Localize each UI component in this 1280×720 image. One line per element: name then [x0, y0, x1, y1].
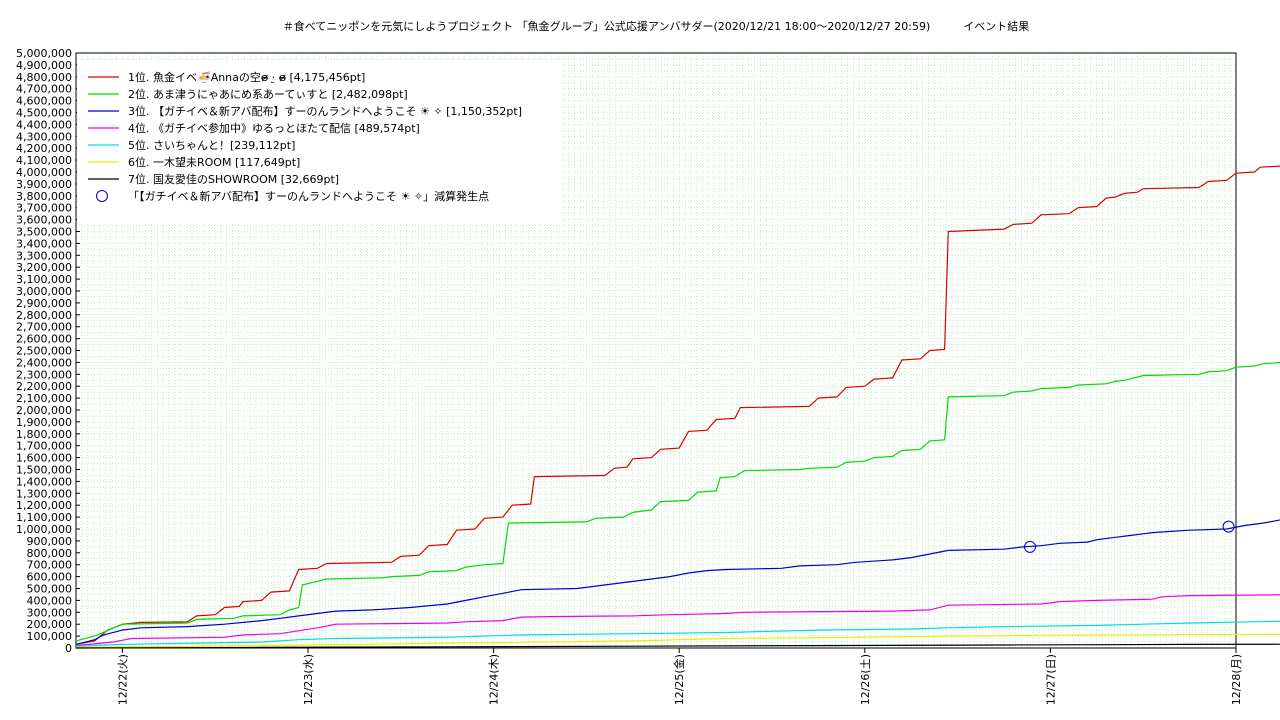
y-tick-label: 3,200,000 — [16, 261, 72, 274]
series-line — [75, 633, 1280, 648]
y-tick-label: 4,100,000 — [16, 154, 72, 167]
y-tick-label: 2,800,000 — [16, 309, 72, 322]
y-tick-label: 2,500,000 — [16, 345, 72, 358]
y-tick-label: 700,000 — [27, 559, 73, 572]
legend-box — [77, 62, 560, 222]
y-tick-label: 1,800,000 — [16, 428, 72, 441]
legend-label: 3位. 【ガチイベ＆新アバ配布】すーのんランドへようこそ ☀ ✧ [1,150,… — [128, 104, 522, 118]
chart-title: ＃食べてニッポンを元気にしようプロジェクト 「魚金グループ」公式応援アンバサダー… — [283, 19, 1030, 33]
y-tick-label: 3,300,000 — [16, 249, 72, 262]
y-tick-label: 300,000 — [27, 606, 73, 619]
y-tick-label: 3,600,000 — [16, 214, 72, 227]
y-tick-label: 1,600,000 — [16, 452, 72, 465]
legend-label: 1位. 魚金イベ🍜Annaの空ɞ̴̶̷ ·̮ ɞ̴̶̷ [4,175,456pt… — [128, 70, 365, 84]
y-tick-label: 2,600,000 — [16, 333, 72, 346]
y-tick-label: 2,700,000 — [16, 321, 72, 334]
y-tick-label: 1,000,000 — [16, 523, 72, 536]
chart-axes: 0100,000200,000300,000400,000500,000600,… — [16, 47, 1243, 705]
series-line — [75, 361, 1280, 642]
y-tick-label: 2,200,000 — [16, 380, 72, 393]
y-tick-label: 500,000 — [27, 583, 73, 596]
x-tick-label: 12/22(火) — [116, 654, 129, 705]
legend-label: 7位. 国友愛佳のSHOWROOM [32,669pt] — [128, 172, 339, 186]
series-marker — [1023, 540, 1036, 553]
legend-label: 2位. あま津うにゃあにめ系あーてぃすと [2,482,098pt] — [128, 87, 408, 101]
legend-label: 4位. 《ガチイベ参加中》ゆるっとほたて配信 [489,574pt] — [128, 121, 420, 135]
legend-label: 「【ガチイベ＆新アバ配布】すーのんランドへようこそ ☀ ✧」減算発生点 — [128, 189, 489, 203]
y-tick-label: 800,000 — [27, 547, 73, 560]
y-tick-label: 100,000 — [27, 630, 73, 643]
series-line — [75, 165, 1280, 645]
y-tick-label: 3,000,000 — [16, 285, 72, 298]
y-tick-label: 1,400,000 — [16, 475, 72, 488]
y-tick-label: 1,900,000 — [16, 416, 72, 429]
legend-label: 5位. さいちゃんと！[239,112pt] — [128, 138, 295, 152]
series-line — [75, 519, 1280, 645]
y-tick-label: 200,000 — [27, 618, 73, 631]
y-tick-label: 1,500,000 — [16, 464, 72, 477]
y-tick-label: 4,300,000 — [16, 130, 72, 143]
y-tick-label: 3,500,000 — [16, 226, 72, 239]
y-tick-label: 0 — [65, 642, 72, 655]
x-tick-label: 12/26(土) — [859, 654, 872, 705]
y-tick-label: 4,800,000 — [16, 71, 72, 84]
y-tick-label: 5,000,000 — [16, 47, 72, 60]
y-tick-label: 3,900,000 — [16, 178, 72, 191]
y-tick-label: 4,200,000 — [16, 142, 72, 155]
series-line — [75, 594, 1280, 647]
y-tick-label: 2,100,000 — [16, 392, 72, 405]
y-tick-label: 4,700,000 — [16, 83, 72, 96]
y-tick-label: 2,300,000 — [16, 368, 72, 381]
series-line — [75, 620, 1280, 647]
x-tick-label: 12/28(月) — [1230, 654, 1243, 705]
y-tick-label: 4,000,000 — [16, 166, 72, 179]
x-tick-label: 12/27(日) — [1044, 654, 1057, 705]
y-tick-label: 3,100,000 — [16, 273, 72, 286]
y-tick-label: 3,800,000 — [16, 190, 72, 203]
x-tick-label: 12/25(金) — [672, 654, 686, 705]
legend-marker-icon — [96, 190, 108, 202]
y-tick-label: 2,900,000 — [16, 297, 72, 310]
y-tick-label: 4,500,000 — [16, 107, 72, 120]
chart-legend: 1位. 魚金イベ🍜Annaの空ɞ̴̶̷ ·̮ ɞ̴̶̷ [4,175,456pt… — [77, 62, 560, 222]
y-tick-label: 1,700,000 — [16, 440, 72, 453]
y-tick-label: 900,000 — [27, 535, 73, 548]
y-tick-label: 600,000 — [27, 571, 73, 584]
series-marker — [1222, 520, 1235, 533]
y-tick-label: 2,000,000 — [16, 404, 72, 417]
x-tick-label: 12/23(水) — [302, 654, 315, 705]
y-tick-label: 3,400,000 — [16, 237, 72, 250]
chart-series — [75, 165, 1280, 649]
y-tick-label: 3,700,000 — [16, 202, 72, 215]
y-tick-label: 4,600,000 — [16, 95, 72, 108]
y-tick-label: 4,400,000 — [16, 118, 72, 131]
y-tick-label: 400,000 — [27, 594, 73, 607]
y-tick-label: 2,400,000 — [16, 356, 72, 369]
y-tick-label: 1,100,000 — [16, 511, 72, 524]
y-tick-label: 1,200,000 — [16, 499, 72, 512]
series-line — [75, 643, 1280, 649]
y-tick-label: 1,300,000 — [16, 487, 72, 500]
legend-label: 6位. 一木望未ROOM [117,649pt] — [128, 155, 300, 169]
x-tick-label: 12/24(木) — [488, 654, 501, 705]
y-tick-label: 4,900,000 — [16, 59, 72, 72]
